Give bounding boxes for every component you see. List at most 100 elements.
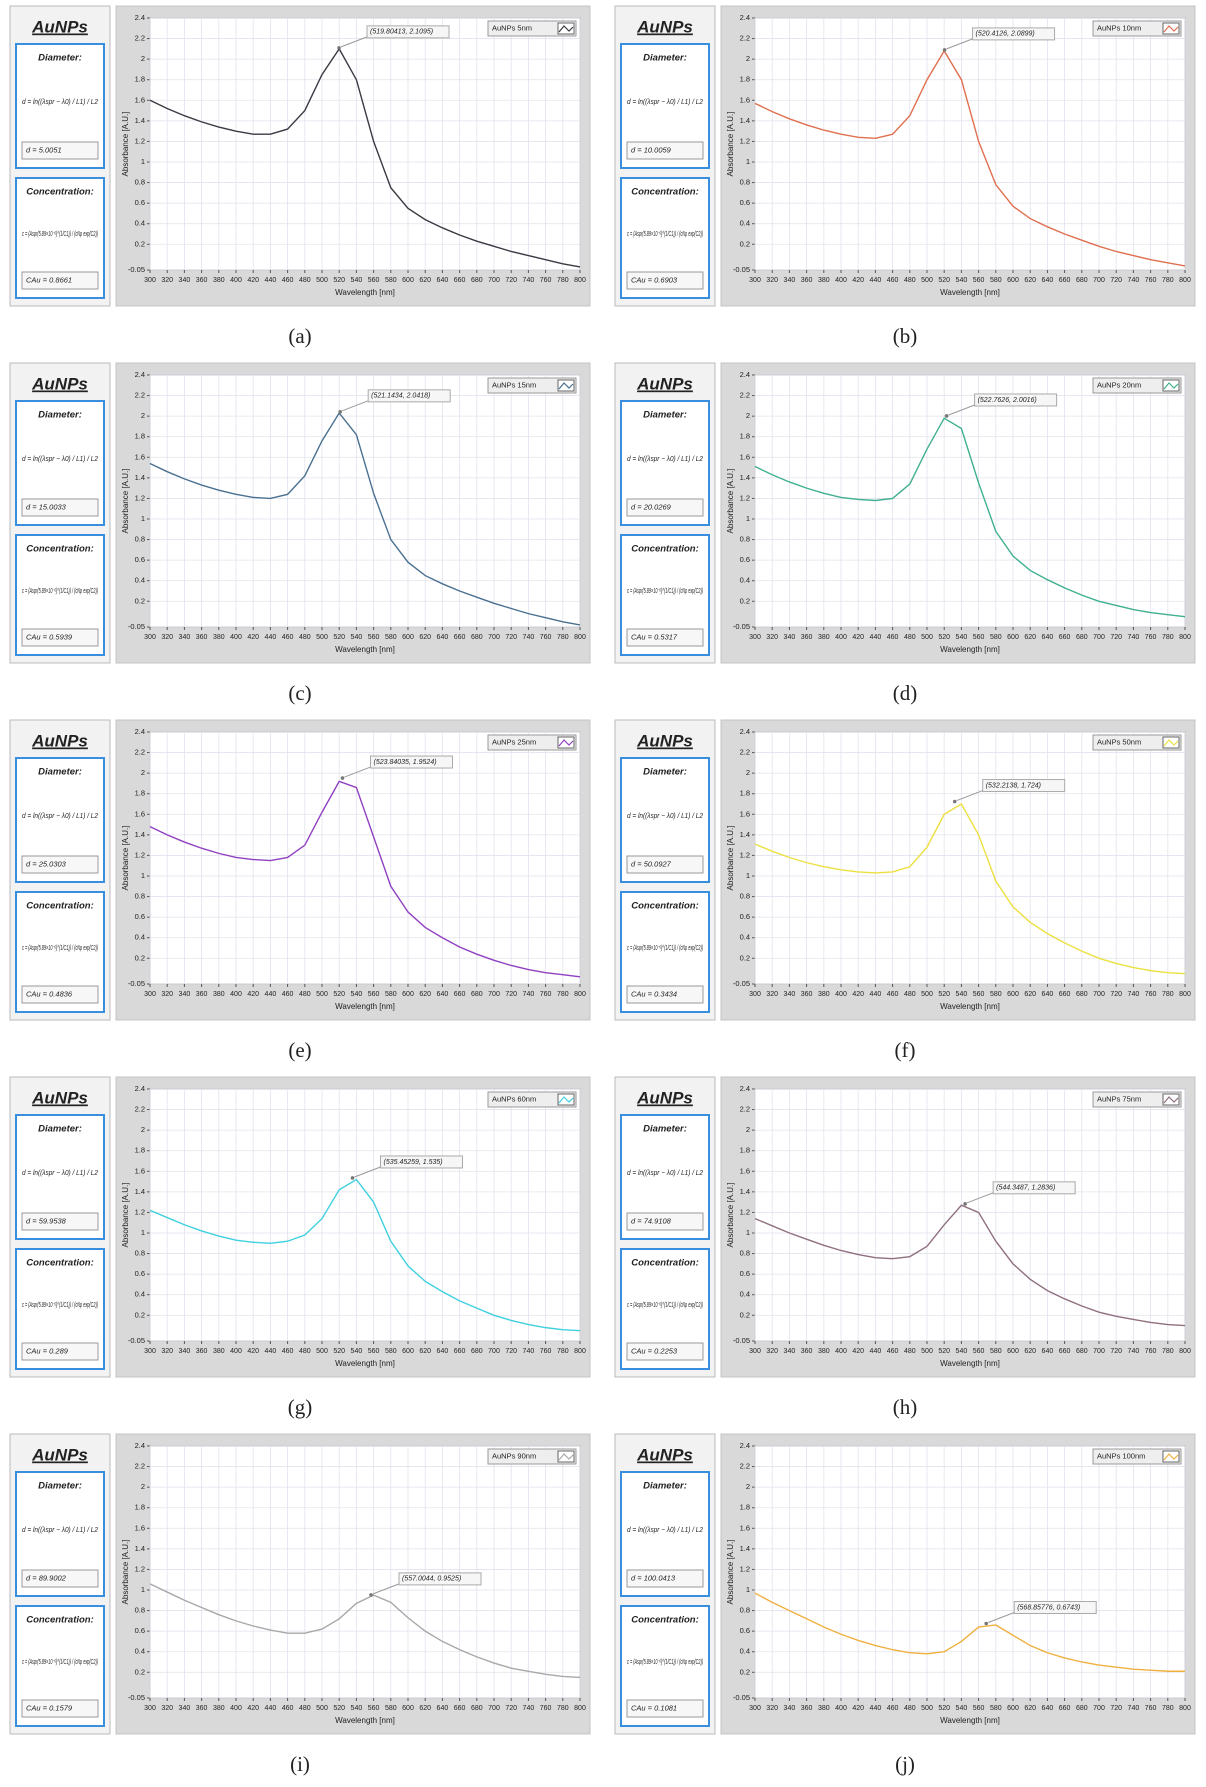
y-tick-label: 2.4	[740, 1441, 750, 1450]
value-text: d = 89.9002	[26, 1573, 67, 1582]
x-tick-label: 440	[265, 634, 277, 641]
value-text: d = 50.0927	[631, 859, 672, 868]
legend-label: AuNPs 20nm	[1097, 380, 1141, 389]
legend-label: AuNPs 100nm	[1097, 1451, 1145, 1460]
x-tick-label: 300	[749, 991, 761, 998]
x-tick-label: 800	[1179, 991, 1191, 998]
x-tick-label: 740	[523, 991, 535, 998]
x-tick-label: 300	[749, 277, 761, 284]
y-tick-label: 1.2	[135, 1207, 145, 1216]
x-tick-label: 520	[333, 1705, 345, 1712]
x-tick-label: 780	[1162, 1705, 1174, 1712]
x-tick-label: 300	[144, 1348, 156, 1355]
y-axis-label: Absorbance [A.U.]	[121, 826, 130, 891]
formula: d = ln((λspr − λ0) / L1) / L2	[22, 456, 98, 463]
x-tick-label: 400	[835, 634, 847, 641]
y-tick-label: 1	[141, 1228, 145, 1237]
x-tick-label: 420	[852, 991, 864, 998]
x-tick-label: 700	[488, 277, 500, 284]
x-tick-label: 420	[247, 277, 259, 284]
x-tick-label: 420	[247, 1348, 259, 1355]
x-tick-label: 760	[540, 1705, 552, 1712]
y-tick-label: 1.2	[740, 850, 750, 859]
y-tick-label: 0.4	[135, 1290, 145, 1299]
x-tick-label: 620	[1024, 1348, 1036, 1355]
value-text: d = 100.0413	[631, 1573, 676, 1582]
caption: (e)	[288, 1038, 311, 1062]
y-axis-label: Absorbance [A.U.]	[726, 469, 735, 534]
value-text: d = 25.0303	[26, 859, 67, 868]
x-tick-label: 780	[557, 991, 569, 998]
formula-heading: Diameter:	[38, 53, 82, 64]
y-axis-label: Absorbance [A.U.]	[726, 112, 735, 177]
x-tick-label: 680	[471, 1705, 483, 1712]
panel-title: AuNPs	[31, 731, 88, 750]
x-tick-label: 380	[213, 634, 225, 641]
x-tick-label: 620	[1024, 991, 1036, 998]
x-tick-label: 500	[316, 634, 328, 641]
x-tick-label: 600	[402, 1348, 414, 1355]
y-tick-label: 1.8	[740, 75, 750, 84]
y-tick-label: 0.6	[740, 1269, 750, 1278]
x-tick-label: 460	[887, 277, 899, 284]
x-tick-label: 420	[247, 1705, 259, 1712]
formula: d = ln((λspr − λ0) / L1) / L2	[22, 1170, 98, 1177]
y-tick-label: 2.2	[135, 1105, 145, 1114]
x-tick-label: 640	[437, 277, 449, 284]
x-tick-label: 460	[887, 1705, 899, 1712]
x-tick-label: 560	[973, 1705, 985, 1712]
x-tick-label: 560	[368, 1705, 380, 1712]
x-tick-label: 380	[213, 277, 225, 284]
x-tick-label: 660	[1059, 1705, 1071, 1712]
x-tick-label: 700	[1093, 634, 1105, 641]
x-tick-label: 380	[818, 1705, 830, 1712]
x-tick-label: 660	[1059, 1348, 1071, 1355]
x-tick-label: 560	[368, 634, 380, 641]
panel-title: AuNPs	[31, 1445, 88, 1464]
y-tick-label: 1.4	[740, 1187, 750, 1196]
x-tick-label: 720	[505, 1348, 517, 1355]
y-tick-label: -0.05	[128, 979, 145, 988]
x-tick-label: 380	[818, 634, 830, 641]
formula-heading: Concentration:	[26, 544, 94, 555]
y-tick-label: 1.8	[135, 432, 145, 441]
x-tick-label: 380	[213, 1705, 225, 1712]
y-tick-label: -0.05	[733, 1336, 750, 1345]
x-tick-label: 760	[1145, 634, 1157, 641]
y-tick-label: 2	[746, 768, 750, 777]
x-tick-label: 620	[419, 991, 431, 998]
x-tick-label: 560	[973, 991, 985, 998]
y-tick-label: 0.2	[740, 1310, 750, 1319]
x-tick-label: 680	[1076, 1705, 1088, 1712]
y-tick-label: 0.2	[135, 596, 145, 605]
x-tick-label: 440	[870, 634, 882, 641]
y-tick-label: 2.4	[135, 1441, 145, 1450]
y-tick-label: 0.2	[135, 953, 145, 962]
x-tick-label: 560	[368, 277, 380, 284]
y-tick-label: 0.6	[135, 1626, 145, 1635]
formula: d = ln((λspr − λ0) / L1) / L2	[627, 1170, 703, 1177]
x-tick-label: 420	[247, 634, 259, 641]
x-axis-label: Wavelength [nm]	[940, 1716, 1000, 1725]
x-tick-label: 640	[437, 991, 449, 998]
y-tick-label: 1.6	[740, 95, 750, 104]
y-axis-label: Absorbance [A.U.]	[121, 469, 130, 534]
y-axis-label: Absorbance [A.U.]	[121, 112, 130, 177]
panel-title: AuNPs	[31, 1088, 88, 1107]
peak-marker	[963, 1202, 967, 1206]
y-tick-label: -0.05	[128, 1693, 145, 1702]
x-tick-label: 480	[299, 634, 311, 641]
y-tick-label: 2	[746, 54, 750, 63]
y-tick-label: 1.8	[135, 75, 145, 84]
x-tick-label: 340	[179, 634, 191, 641]
x-tick-label: 360	[196, 1348, 208, 1355]
formula: c = (Aspr(5.89×10⁻⁶)^(1/C1)) / (cNp exp(…	[22, 1659, 98, 1666]
x-tick-label: 460	[282, 991, 294, 998]
x-tick-label: 400	[230, 634, 242, 641]
formula-heading: Diameter:	[38, 767, 82, 778]
y-tick-label: 0.2	[135, 1310, 145, 1319]
formula-heading: Diameter:	[643, 1124, 687, 1135]
x-tick-label: 640	[437, 1705, 449, 1712]
y-tick-label: 0.2	[740, 1667, 750, 1676]
value-text: CAu = 0.2253	[631, 1346, 678, 1355]
